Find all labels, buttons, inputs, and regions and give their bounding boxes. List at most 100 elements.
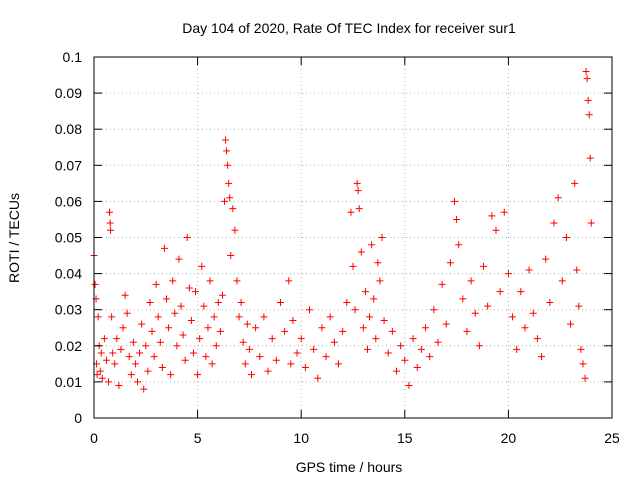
data-point [181,356,189,364]
data-point [463,327,471,335]
data-point [268,335,276,343]
data-point [226,194,234,202]
data-point [581,374,589,382]
data-point [109,349,117,357]
data-point [223,147,231,155]
data-point [455,241,463,249]
data-point [451,197,459,205]
data-point [467,277,475,285]
data-point [179,331,187,339]
data-point [334,360,342,368]
y-tick-label: 0.08 [55,121,82,137]
data-point [384,349,392,357]
data-point [585,111,593,119]
data-point [256,353,264,361]
data-point [401,356,409,364]
data-point [405,382,413,390]
data-points [90,67,595,393]
data-point [177,302,185,310]
data-point [194,371,202,379]
data-point [558,277,566,285]
data-point [314,374,322,382]
data-point [185,284,193,292]
data-point [148,327,156,335]
y-tick-label: 0 [74,410,82,426]
data-point [225,179,233,187]
chart-title: Day 104 of 2020, Rate Of TEC Index for r… [182,20,516,36]
data-point [93,371,101,379]
data-point [459,295,467,303]
data-point [584,96,592,104]
data-point [287,360,295,368]
data-point [364,345,372,353]
y-tick-label: 0.02 [55,338,82,354]
data-point [171,309,179,317]
data-point [492,226,500,234]
data-point [577,345,585,353]
data-point [121,291,129,299]
data-point [343,298,351,306]
data-point [378,234,386,241]
data-point [496,288,504,296]
y-tick-label: 0.04 [55,266,82,282]
data-point [158,363,166,371]
data-point [359,324,367,332]
data-point [152,280,160,288]
data-point [272,356,280,364]
data-point [438,280,446,288]
data-point [129,338,137,346]
data-point [165,324,173,332]
y-tick-label: 0.07 [55,157,82,173]
data-point [206,277,214,285]
data-point [276,298,284,306]
data-point [146,298,154,306]
data-point [202,353,210,361]
data-point [189,349,197,357]
data-point [136,349,144,357]
data-point [434,338,442,346]
data-point [426,353,434,361]
x-tick-label: 10 [293,430,309,446]
data-point [388,327,396,335]
data-point [150,353,158,361]
data-point [301,363,309,371]
data-point [138,320,146,328]
data-point [417,345,425,353]
data-point [357,248,365,256]
data-point [488,212,496,220]
y-tick-label: 0.09 [55,85,82,101]
data-point [567,320,575,328]
data-point [517,288,525,296]
x-tick-label: 15 [397,430,413,446]
data-point [571,179,579,187]
data-point [351,306,359,314]
data-point [442,320,450,328]
data-point [562,234,570,241]
data-point [339,327,347,335]
data-point [355,205,363,213]
data-point [397,342,405,350]
data-point [187,317,195,325]
data-point [192,288,200,296]
data-point [366,313,374,321]
data-point [183,234,191,241]
data-point [504,270,512,278]
data-point [218,291,226,299]
data-point [349,262,357,270]
data-point [235,313,243,321]
data-point [322,353,330,361]
data-point [167,371,175,379]
data-point [533,335,541,343]
data-point [208,360,216,368]
data-point [156,338,164,346]
data-point [453,215,461,223]
data-point [204,324,212,332]
data-point [96,367,104,375]
data-point [586,154,594,162]
data-point [105,378,113,386]
data-point [245,345,253,353]
data-point [326,313,334,321]
data-point [413,363,421,371]
data-point [374,259,382,267]
data-point [538,353,546,361]
